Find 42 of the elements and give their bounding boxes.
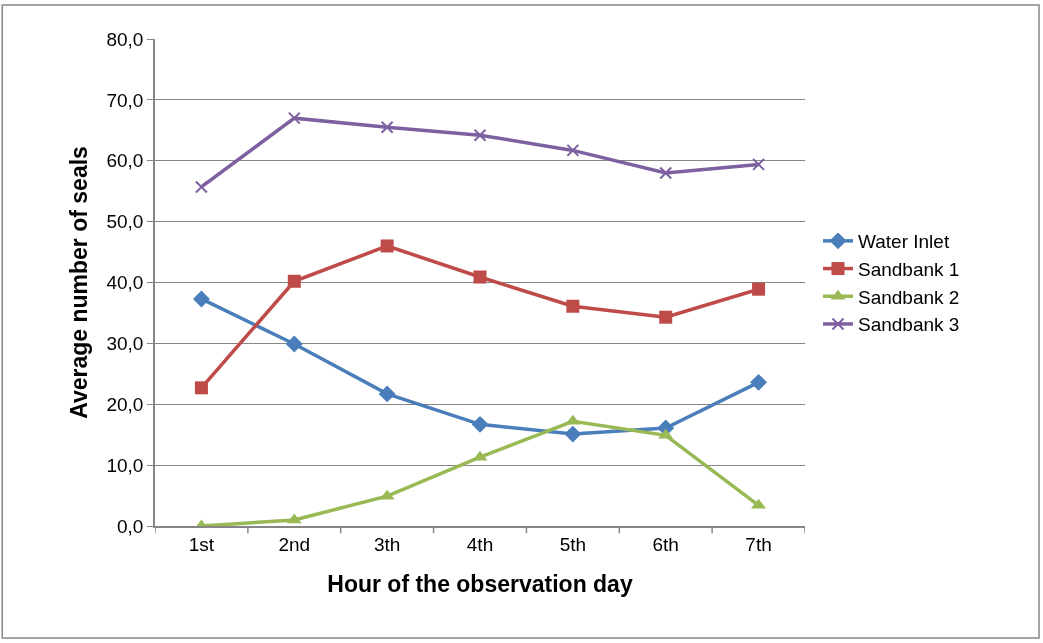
y-tick-label: 20,0 — [106, 393, 144, 415]
y-tick-label: 40,0 — [106, 272, 144, 294]
point — [659, 166, 673, 180]
x-tick-label: 6th — [652, 533, 679, 555]
point — [378, 385, 396, 403]
point — [752, 157, 766, 171]
point — [750, 373, 768, 391]
point — [566, 143, 580, 157]
point — [380, 120, 394, 134]
point — [285, 335, 303, 353]
y-tick-label: 0,0 — [117, 515, 144, 537]
legend-label: Sandbank 1 — [858, 258, 960, 280]
point — [566, 299, 580, 313]
x-tick-label: 1st — [188, 533, 215, 555]
point — [192, 290, 210, 308]
point — [659, 310, 673, 324]
point — [471, 415, 489, 433]
x-tick-label: 2nd — [278, 533, 311, 555]
legend-label: Water Inlet — [858, 231, 950, 253]
y-tick-label: 10,0 — [106, 454, 144, 476]
y-tick-label: 30,0 — [106, 333, 144, 355]
point — [287, 111, 301, 125]
point — [473, 128, 487, 142]
point — [473, 270, 487, 284]
y-tick-label: 50,0 — [106, 211, 144, 233]
x-tick-label: 4th — [466, 533, 494, 555]
y-axis-title: Average number of seals — [66, 146, 93, 419]
point — [287, 274, 301, 288]
x-tick-label: 3th — [373, 533, 401, 555]
legend-label: Sandbank 2 — [858, 286, 960, 308]
y-tick-label: 60,0 — [106, 150, 144, 172]
x-tick-label: 7th — [745, 533, 772, 555]
point — [752, 282, 766, 296]
x-axis-title: Hour of the observation day — [327, 570, 633, 597]
point — [194, 381, 208, 395]
x-tick-label: 5th — [559, 533, 587, 555]
y-tick-label: 70,0 — [106, 89, 144, 111]
y-tick-label: 80,0 — [106, 28, 144, 50]
point — [380, 239, 394, 253]
legend-label: Sandbank 3 — [858, 314, 960, 336]
point — [564, 425, 582, 443]
point — [194, 180, 208, 194]
